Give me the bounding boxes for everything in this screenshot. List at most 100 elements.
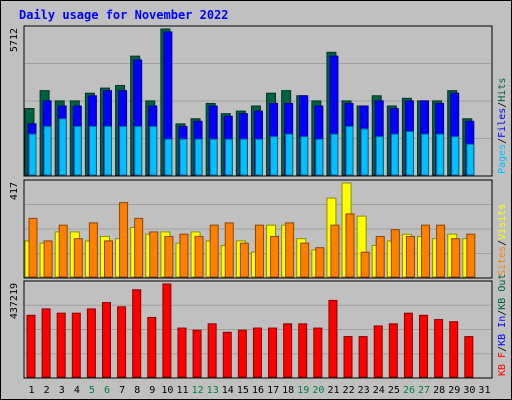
day-label-21: 21 <box>327 385 339 396</box>
bar-pages-day-18 <box>285 133 294 176</box>
bar-pages-day-3 <box>58 118 67 176</box>
day-label-18: 18 <box>282 385 294 396</box>
bar-pages-day-25 <box>390 133 399 176</box>
bar-kb-f-day-1 <box>26 314 36 378</box>
day-label-22: 22 <box>343 385 355 396</box>
bar-pages-day-19 <box>300 136 309 176</box>
bar-kb-f-day-7 <box>117 306 127 378</box>
panel-legend: Sites/Visits <box>497 204 508 276</box>
day-label-5: 5 <box>89 385 95 396</box>
legend-item: KB F <box>497 352 508 376</box>
bar-kb-f-day-6 <box>101 302 111 378</box>
day-label-7: 7 <box>119 385 125 396</box>
bar-kb-f-day-20 <box>313 327 323 378</box>
legend-item: Pages <box>497 144 508 174</box>
bar-sites-day-2 <box>43 240 53 278</box>
bar-kb-f-day-4 <box>71 312 81 378</box>
bar-pages-day-14 <box>224 138 233 176</box>
chart-panels: 5712Pages/Files/Hits417Sites/Visits43721… <box>9 25 508 379</box>
bar-pages-day-13 <box>209 138 218 176</box>
bar-sites-day-3 <box>58 224 68 278</box>
bar-sites-day-9 <box>149 231 159 278</box>
bar-kb-f-day-14 <box>222 331 232 378</box>
bar-kb-f-day-13 <box>207 323 217 378</box>
day-label-20: 20 <box>312 385 324 396</box>
bar-pages-day-21 <box>330 133 339 176</box>
bar-kb-f-day-21 <box>328 299 338 378</box>
bar-kb-f-day-19 <box>298 323 308 378</box>
bar-pages-day-12 <box>194 138 203 176</box>
day-label-11: 11 <box>176 385 188 396</box>
bar-kb-f-day-8 <box>132 289 142 378</box>
bar-kb-f-day-25 <box>388 323 398 378</box>
bar-pages-day-28 <box>436 133 445 176</box>
legend-separator: / <box>497 102 508 108</box>
day-label-24: 24 <box>373 385 385 396</box>
bar-pages-day-23 <box>360 128 369 176</box>
bar-sites-day-5 <box>88 222 98 278</box>
bar-sites-day-24 <box>375 235 385 278</box>
max-value-label: 417 <box>9 182 20 200</box>
bar-kb-f-day-9 <box>147 316 157 378</box>
bar-pages-day-17 <box>270 136 279 176</box>
bar-sites-day-23 <box>360 251 370 278</box>
bar-kb-f-day-22 <box>343 336 353 378</box>
legend-item: Hits <box>497 78 508 102</box>
legend-item: Sites <box>497 246 508 276</box>
bar-pages-day-29 <box>451 136 460 176</box>
day-label-31: 31 <box>478 385 490 396</box>
bar-kb-f-day-5 <box>86 308 96 378</box>
legend-item: Visits <box>497 204 508 240</box>
bar-sites-day-11 <box>179 233 189 278</box>
bar-pages-day-6 <box>103 125 112 176</box>
bar-sites-day-26 <box>405 235 415 278</box>
day-label-13: 13 <box>207 385 219 396</box>
bar-sites-day-29 <box>451 238 461 278</box>
day-label-25: 25 <box>388 385 400 396</box>
bar-sites-day-8 <box>134 217 144 278</box>
bar-pages-day-8 <box>134 125 143 176</box>
day-axis: 1 2 3 4 5 6 7 8 9 10 11 12 13 14 15 16 17 18 19 20 21 22 23 24 2… <box>29 385 491 396</box>
bar-kb-f-day-18 <box>283 323 293 378</box>
bar-kb-f-day-11 <box>177 327 187 378</box>
day-label-6: 6 <box>104 385 110 396</box>
bar-sites-day-18 <box>285 222 295 278</box>
day-label-26: 26 <box>403 385 415 396</box>
day-label-1: 1 <box>29 385 35 396</box>
bar-sites-day-17 <box>270 235 280 278</box>
bar-kb-f-day-3 <box>56 312 66 378</box>
chart-title: Daily usage for November 2022 <box>19 8 229 22</box>
bar-sites-day-25 <box>390 229 400 278</box>
bar-pages-day-30 <box>466 143 475 176</box>
day-label-12: 12 <box>192 385 204 396</box>
legend-separator: / <box>497 346 508 352</box>
legend-item: KB Out <box>497 274 508 310</box>
panel-visits-sites: 417 Sites/Visits <box>9 179 508 279</box>
day-label-4: 4 <box>74 385 80 396</box>
bar-sites-day-7 <box>119 202 129 278</box>
bar-sites-day-19 <box>300 242 310 278</box>
bar-pages-day-5 <box>88 125 97 176</box>
bar-kb-f-day-28 <box>434 319 444 378</box>
day-label-19: 19 <box>297 385 309 396</box>
bar-kb-f-day-26 <box>403 312 413 378</box>
day-label-9: 9 <box>149 385 155 396</box>
bar-pages-day-22 <box>345 125 354 176</box>
bar-sites-day-12 <box>194 235 204 278</box>
bar-sites-day-10 <box>164 235 174 278</box>
bar-kb-f-day-23 <box>358 336 368 378</box>
legend-item: KB In <box>497 316 508 346</box>
bar-pages-day-16 <box>254 138 263 176</box>
bar-sites-day-15 <box>239 242 249 278</box>
bar-sites-day-21 <box>330 224 340 278</box>
bar-pages-day-26 <box>405 131 414 176</box>
bar-kb-f-day-10 <box>162 283 172 378</box>
bar-sites-day-1 <box>28 217 38 278</box>
bar-pages-day-24 <box>375 136 384 176</box>
bar-kb-f-day-12 <box>192 329 202 378</box>
max-value-label: 5712 <box>9 28 20 52</box>
bar-sites-day-6 <box>103 240 113 278</box>
bar-pages-day-15 <box>239 138 248 176</box>
